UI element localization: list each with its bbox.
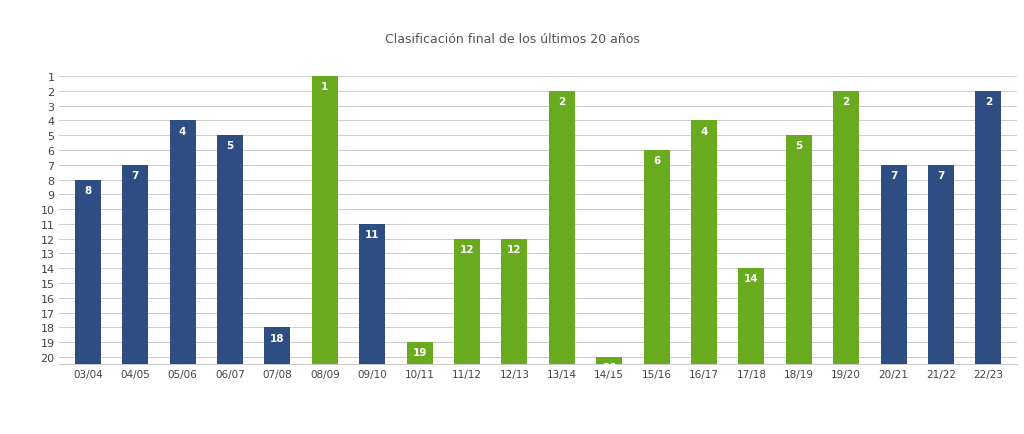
Text: Clasificación final de los últimos 20 años: Clasificación final de los últimos 20 añ… [385, 33, 639, 46]
Text: 7: 7 [937, 171, 945, 181]
Text: 7: 7 [890, 171, 897, 181]
Text: 5: 5 [796, 141, 803, 151]
Bar [359, 224, 385, 365]
Text: 4: 4 [179, 126, 186, 136]
Text: 8: 8 [84, 185, 91, 195]
Text: 4: 4 [700, 126, 708, 136]
Bar [217, 136, 243, 365]
Text: 2: 2 [985, 97, 992, 107]
Text: 12: 12 [507, 244, 521, 254]
Text: 2: 2 [558, 97, 565, 107]
Bar [454, 239, 480, 365]
Text: 19: 19 [413, 348, 427, 358]
Text: 12: 12 [460, 244, 474, 254]
Bar [691, 121, 717, 365]
Bar [834, 92, 859, 365]
Text: 7: 7 [131, 171, 139, 181]
Text: CLASIFICACIONES FINALES: CLASIFICACIONES FINALES [12, 19, 283, 36]
Bar [75, 180, 101, 365]
Bar [407, 342, 433, 365]
Bar [738, 269, 765, 365]
Bar [928, 165, 954, 365]
Bar [643, 151, 670, 365]
Text: 6: 6 [653, 156, 660, 166]
Bar [785, 136, 812, 365]
Text: 20: 20 [602, 362, 616, 372]
Text: 1: 1 [322, 82, 329, 92]
Bar [264, 328, 291, 365]
Bar [975, 92, 1001, 365]
Text: 18: 18 [270, 333, 285, 343]
Text: 14: 14 [744, 274, 759, 284]
Text: 5: 5 [226, 141, 233, 151]
Bar [881, 165, 906, 365]
Bar [549, 92, 574, 365]
Bar [122, 165, 148, 365]
Bar [596, 357, 623, 365]
Bar [170, 121, 196, 365]
Bar [311, 77, 338, 365]
Text: 2: 2 [843, 97, 850, 107]
Bar [502, 239, 527, 365]
Text: 11: 11 [365, 230, 380, 240]
